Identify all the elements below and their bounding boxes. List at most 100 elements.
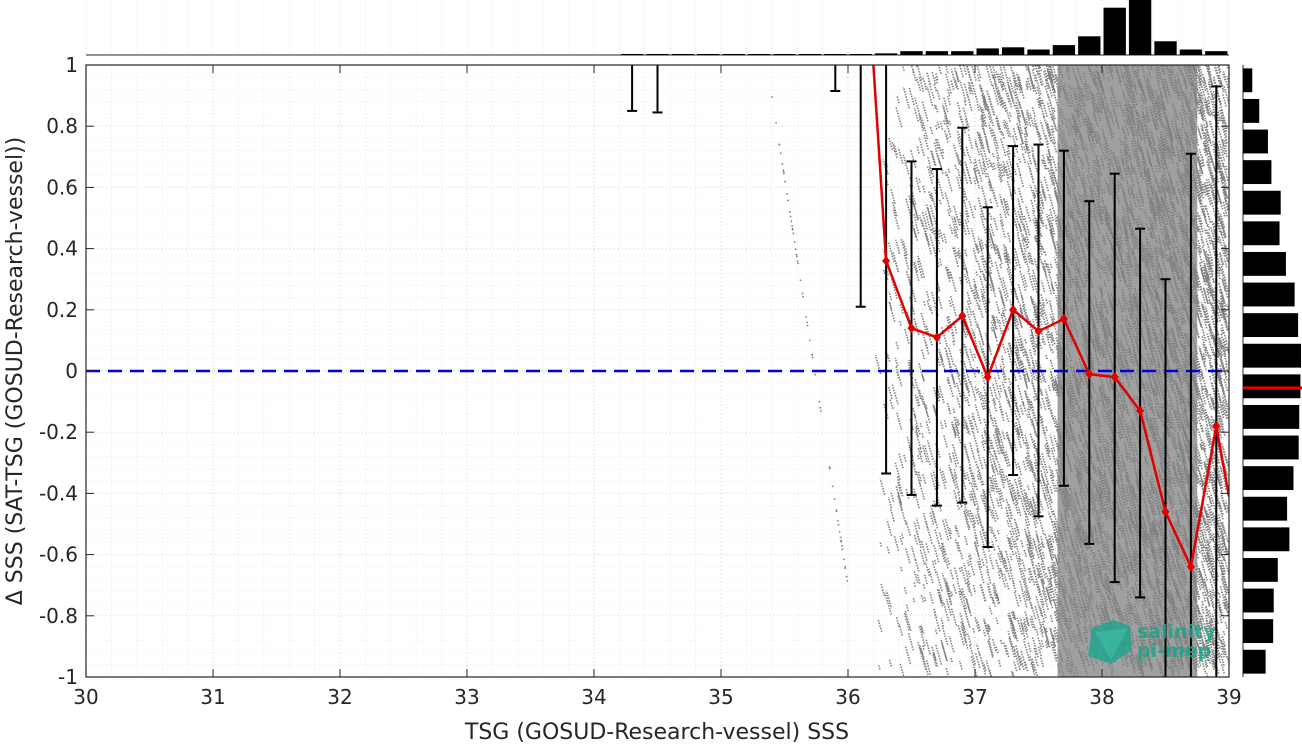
mean-marker xyxy=(932,332,941,343)
scatter-point xyxy=(818,400,821,403)
scatter-point xyxy=(802,295,804,298)
scatter-point xyxy=(828,467,831,470)
x-tick-label: 37 xyxy=(962,685,987,709)
right-hist-bar xyxy=(1243,190,1281,215)
x-tick-label: 35 xyxy=(708,685,733,709)
top-hist-bar xyxy=(646,54,669,55)
mean-marker xyxy=(1186,561,1195,572)
scatter-point xyxy=(843,558,845,561)
x-tick-label: 34 xyxy=(581,685,606,709)
y-tick-label: -0.6 xyxy=(39,543,78,567)
top-hist-bar xyxy=(747,54,771,55)
right-hist-bar xyxy=(1243,251,1286,276)
top-hist-bar xyxy=(1128,0,1152,55)
scatter-point xyxy=(844,567,847,570)
top-hist-bar xyxy=(1052,45,1076,55)
scatter-point xyxy=(795,255,798,258)
mean-marker xyxy=(907,323,916,334)
scatter-point xyxy=(796,260,799,263)
top-histogram xyxy=(85,0,1230,56)
y-tick-label: -1 xyxy=(58,665,78,689)
x-axis-title: TSG (GOSUD-Research-vessel) SSS xyxy=(464,720,849,745)
mean-marker xyxy=(1161,506,1170,517)
binned-mean-line xyxy=(872,65,1229,572)
scatter-point xyxy=(806,324,809,327)
scatter-point xyxy=(797,262,799,265)
scatter-point xyxy=(791,227,794,230)
scatter-point xyxy=(771,96,773,98)
top-hist-bar xyxy=(1205,51,1228,55)
scatter-point xyxy=(835,510,838,513)
scatter-point xyxy=(811,353,814,356)
x-tick-label: 30 xyxy=(73,685,98,709)
scatter-point xyxy=(801,292,804,295)
scatter-point xyxy=(795,253,798,256)
right-hist-bar xyxy=(1243,343,1301,368)
scatter-point xyxy=(819,406,822,409)
right-hist-bar xyxy=(1243,619,1274,644)
scatter-point xyxy=(779,152,782,155)
right-hist-bar xyxy=(1243,129,1268,154)
x-tick-label: 39 xyxy=(1216,685,1241,709)
top-hist-bar xyxy=(1154,41,1177,55)
logo-line1: salinity xyxy=(1137,621,1216,643)
mean-line xyxy=(872,65,1229,571)
top-hist-bar xyxy=(951,51,974,55)
top-hist-bar xyxy=(925,51,949,55)
right-hist-bar xyxy=(1243,98,1260,123)
scatter-point xyxy=(782,169,785,171)
top-hist-bar xyxy=(874,53,898,55)
top-hist-bar xyxy=(849,54,872,55)
top-hist-bar xyxy=(1103,7,1126,55)
scatter-point xyxy=(805,316,808,318)
mean-marker xyxy=(1212,421,1221,432)
scatter-point xyxy=(787,199,790,202)
scatter-point xyxy=(828,466,831,468)
scatter-point xyxy=(775,122,777,124)
scatter-point xyxy=(789,211,791,213)
right-hist-bar xyxy=(1243,221,1280,246)
y-tick-label: 0.8 xyxy=(46,114,78,138)
scatter-point xyxy=(845,575,848,578)
right-hist-bar xyxy=(1243,374,1301,399)
x-tick-label: 33 xyxy=(454,685,479,709)
right-hist-bar xyxy=(1243,404,1300,429)
scatter-point xyxy=(799,279,802,282)
scatter-point xyxy=(790,220,793,223)
mean-marker xyxy=(1110,372,1119,383)
right-hist-bar xyxy=(1243,435,1299,460)
scatter-point xyxy=(778,143,781,146)
top-hist-bar xyxy=(1001,47,1025,55)
mean-marker xyxy=(983,372,992,383)
right-hist-bar xyxy=(1243,527,1290,552)
right-hist-bar xyxy=(1243,68,1253,93)
scatter-points xyxy=(874,65,1229,677)
scatter-point xyxy=(792,232,795,235)
x-tick-label: 31 xyxy=(200,685,225,709)
right-hist-bar xyxy=(1243,466,1294,491)
axes-box xyxy=(85,64,1230,678)
top-hist-bar xyxy=(976,48,999,55)
scatter-point xyxy=(814,373,817,376)
right-hist-bar xyxy=(1243,588,1274,613)
right-hist-bar xyxy=(1243,160,1272,185)
top-hist-bar xyxy=(722,54,745,55)
y-tick-label: 0 xyxy=(65,359,78,383)
scatter-point xyxy=(791,225,793,227)
y-tick-label: 0.6 xyxy=(46,175,78,199)
mean-marker xyxy=(882,255,891,266)
scatter-point xyxy=(781,163,784,165)
mean-marker xyxy=(958,310,967,321)
scatter-point xyxy=(786,193,789,195)
y-tick-label: -0.8 xyxy=(39,604,78,628)
scatter-point xyxy=(846,579,849,582)
scatter-point xyxy=(808,339,811,342)
scatter-point xyxy=(837,519,839,522)
scatter-point xyxy=(840,540,843,543)
top-hist-bar xyxy=(1179,49,1203,55)
right-histogram xyxy=(1242,65,1302,677)
tick-labels: 30 31 32 33 34 35 36 37 38 39 -1 -0.8 -0.6 -0.4 -0.2 0 0… xyxy=(39,53,1242,709)
x-tick-label: 36 xyxy=(835,685,860,709)
y-tick-label: 0.2 xyxy=(46,298,78,322)
